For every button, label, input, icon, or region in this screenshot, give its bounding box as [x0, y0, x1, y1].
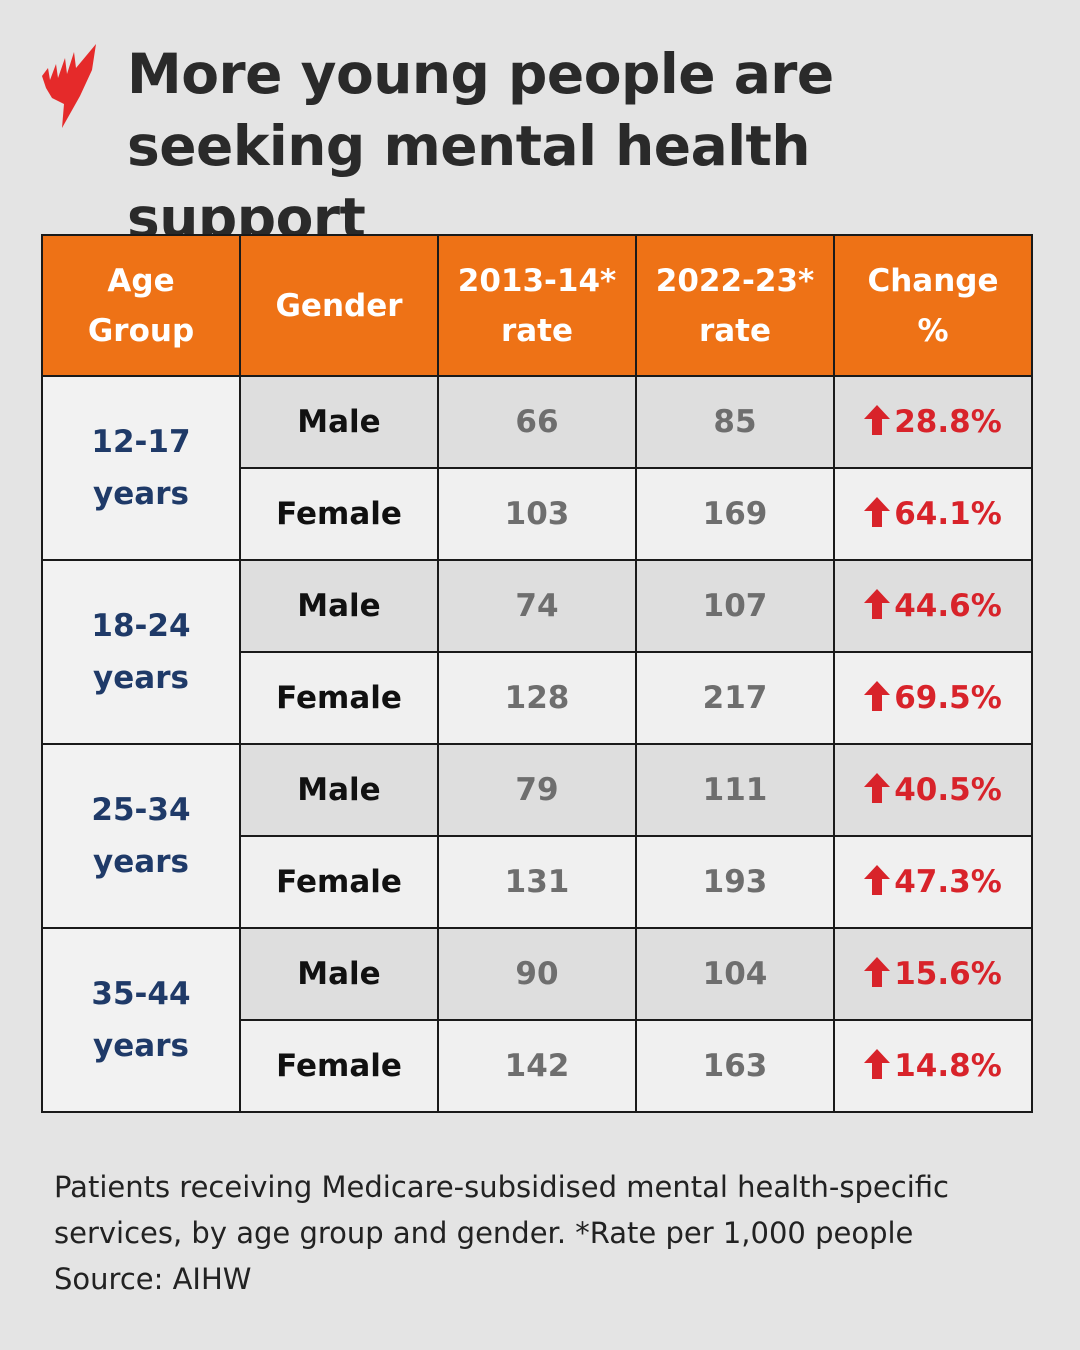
age-group-cell: 18-24 years — [41, 559, 241, 745]
table-row: Female 103 169 64.1% — [42, 467, 1033, 561]
age-unit: years — [93, 660, 189, 696]
age-range: 12-17 — [91, 424, 191, 460]
arrow-up-icon — [864, 681, 891, 711]
column-header: 2013-14* rate — [437, 234, 637, 377]
arrow-up-icon — [864, 405, 891, 435]
arrow-up-icon — [864, 957, 891, 987]
arrow-up-icon — [864, 1049, 891, 1079]
table-row: 35-44 years Male 90 104 15.6% — [41, 927, 1033, 1113]
rate-2022-23-cell: 217 — [635, 651, 835, 745]
age-unit: years — [93, 1028, 189, 1064]
change-cell: 64.1% — [833, 467, 1033, 561]
rate-2013-14-cell: 79 — [437, 743, 637, 837]
rate-2013-14-cell: 103 — [437, 467, 637, 561]
change-value: 69.5% — [894, 680, 1002, 716]
age-group-cell: 12-17 years — [41, 375, 241, 561]
table-row: 18-24 years Male 74 107 44.6% — [41, 559, 1033, 745]
column-header-line-1: Gender — [275, 287, 403, 324]
data-table: Age Group Gender 2013-14* rate 2022-23* rate Ch… — [41, 234, 1033, 1113]
arrow-up-icon — [864, 589, 891, 619]
arrow-up-icon — [864, 865, 891, 895]
sbs-logo-icon — [42, 44, 96, 128]
change-cell: 28.8% — [833, 375, 1033, 469]
source-note: Source: AIHW — [54, 1262, 252, 1296]
change-value: 14.8% — [894, 1048, 1002, 1084]
change-value: 28.8% — [894, 404, 1002, 440]
table-row: 12-17 years Male 66 85 28.8% — [41, 375, 1033, 561]
age-group-cell: 35-44 years — [41, 927, 241, 1113]
rate-2022-23-cell: 111 — [635, 743, 835, 837]
column-header-line-2: Group — [87, 312, 195, 349]
column-header-line-1: 2013-14* — [457, 262, 617, 299]
rate-2022-23-cell: 169 — [635, 467, 835, 561]
rate-2013-14-cell: 90 — [437, 927, 637, 1021]
age-range: 25-34 — [91, 792, 191, 828]
column-header-line-2: rate — [698, 312, 772, 349]
column-header: 2022-23* rate — [635, 234, 835, 377]
gender-cell: Female — [239, 651, 439, 745]
column-header: Change% — [833, 234, 1033, 377]
rate-2013-14-cell: 74 — [437, 559, 637, 653]
age-group-cell: 25-34 years — [41, 743, 241, 929]
arrow-up-icon — [864, 497, 891, 527]
age-unit: years — [93, 844, 189, 880]
caption: Patients receiving Medicare-subsidised m… — [54, 1164, 1044, 1302]
gender-cell: Male — [239, 743, 439, 837]
table-row: Female 128 217 69.5% — [42, 651, 1033, 745]
age-range: 18-24 — [91, 608, 191, 644]
age-unit: years — [93, 476, 189, 512]
gender-cell: Female — [239, 835, 439, 929]
page-title: More young people are seeking mental hea… — [127, 42, 834, 250]
change-value: 40.5% — [894, 772, 1002, 808]
change-cell: 15.6% — [833, 927, 1033, 1021]
change-cell: 14.8% — [833, 1019, 1033, 1113]
gender-cell: Male — [239, 375, 439, 469]
arrow-up-icon — [864, 773, 891, 803]
rate-2013-14-cell: 66 — [437, 375, 637, 469]
table-row: Female 131 193 47.3% — [42, 835, 1033, 929]
column-header: Gender — [239, 234, 439, 377]
gender-cell: Female — [239, 1019, 439, 1113]
change-value: 44.6% — [894, 588, 1002, 624]
caption-line-2: services, by age group and gender. *Rate… — [54, 1216, 914, 1250]
gender-cell: Female — [239, 467, 439, 561]
caption-line-1: Patients receiving Medicare-subsidised m… — [54, 1170, 949, 1204]
change-value: 47.3% — [894, 864, 1002, 900]
header-row: Age Group Gender 2013-14* rate 2022-23* rate Ch… — [41, 234, 1033, 377]
rate-2022-23-cell: 163 — [635, 1019, 835, 1113]
rate-2022-23-cell: 85 — [635, 375, 835, 469]
change-cell: 44.6% — [833, 559, 1033, 653]
change-cell: 40.5% — [833, 743, 1033, 837]
rate-2013-14-cell: 142 — [437, 1019, 637, 1113]
change-cell: 47.3% — [833, 835, 1033, 929]
table-row: 25-34 years Male 79 111 40.5% — [41, 743, 1033, 929]
column-header-line-1: Age — [107, 262, 175, 299]
rate-2022-23-cell: 104 — [635, 927, 835, 1021]
change-value: 15.6% — [894, 956, 1002, 992]
rate-2013-14-cell: 131 — [437, 835, 637, 929]
rate-2013-14-cell: 128 — [437, 651, 637, 745]
column-header-line-2: % — [917, 312, 949, 349]
column-header-line-1: 2022-23* — [655, 262, 815, 299]
table-row: Female 142 163 14.8% — [42, 1019, 1033, 1113]
column-header-line-2: rate — [500, 312, 574, 349]
change-cell: 69.5% — [833, 651, 1033, 745]
column-header-line-1: Change — [867, 262, 999, 299]
rate-2022-23-cell: 107 — [635, 559, 835, 653]
column-header: Age Group — [41, 234, 241, 377]
change-value: 64.1% — [894, 496, 1002, 532]
rate-2022-23-cell: 193 — [635, 835, 835, 929]
gender-cell: Male — [239, 927, 439, 1021]
age-range: 35-44 — [91, 976, 191, 1012]
gender-cell: Male — [239, 559, 439, 653]
